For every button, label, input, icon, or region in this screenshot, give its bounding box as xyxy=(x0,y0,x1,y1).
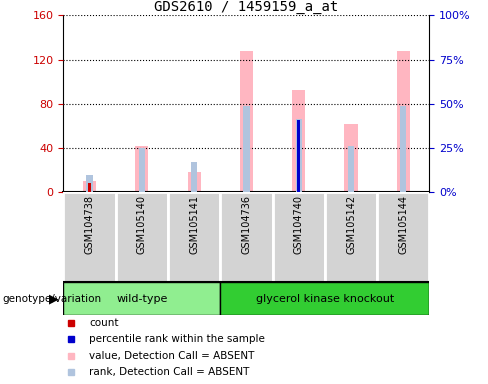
Bar xyxy=(63,282,220,315)
Bar xyxy=(292,91,305,192)
Bar xyxy=(397,51,410,192)
Bar xyxy=(191,162,197,192)
Bar xyxy=(83,181,96,192)
Bar xyxy=(220,282,429,315)
Bar xyxy=(345,124,358,192)
Bar xyxy=(348,146,354,192)
Bar xyxy=(377,192,429,282)
Bar xyxy=(240,51,253,192)
Bar xyxy=(88,183,91,192)
Bar xyxy=(297,120,300,192)
Text: genotype/variation: genotype/variation xyxy=(2,293,102,304)
Bar xyxy=(400,106,407,192)
Text: count: count xyxy=(89,318,119,328)
Bar xyxy=(168,192,220,282)
Bar xyxy=(296,119,302,192)
Bar xyxy=(325,192,377,282)
Text: GSM104740: GSM104740 xyxy=(294,195,304,254)
Bar xyxy=(116,192,168,282)
Bar xyxy=(135,146,148,192)
Bar xyxy=(63,192,116,282)
Text: GSM105144: GSM105144 xyxy=(398,195,408,254)
Text: rank, Detection Call = ABSENT: rank, Detection Call = ABSENT xyxy=(89,367,249,377)
Bar xyxy=(139,148,145,192)
Bar xyxy=(273,192,325,282)
Text: GSM105140: GSM105140 xyxy=(137,195,147,254)
Text: percentile rank within the sample: percentile rank within the sample xyxy=(89,334,265,344)
Text: glycerol kinase knockout: glycerol kinase knockout xyxy=(256,293,394,304)
Bar xyxy=(86,175,93,192)
Text: ▶: ▶ xyxy=(49,292,59,305)
Text: GSM104736: GSM104736 xyxy=(242,195,251,254)
Text: GSM105142: GSM105142 xyxy=(346,195,356,254)
Bar xyxy=(187,172,201,192)
Bar xyxy=(220,192,273,282)
Bar xyxy=(244,106,249,192)
Text: GSM104738: GSM104738 xyxy=(84,195,95,254)
Text: GSM105141: GSM105141 xyxy=(189,195,199,254)
Title: GDS2610 / 1459159_a_at: GDS2610 / 1459159_a_at xyxy=(154,0,339,14)
Text: value, Detection Call = ABSENT: value, Detection Call = ABSENT xyxy=(89,351,254,361)
Text: wild-type: wild-type xyxy=(116,293,167,304)
